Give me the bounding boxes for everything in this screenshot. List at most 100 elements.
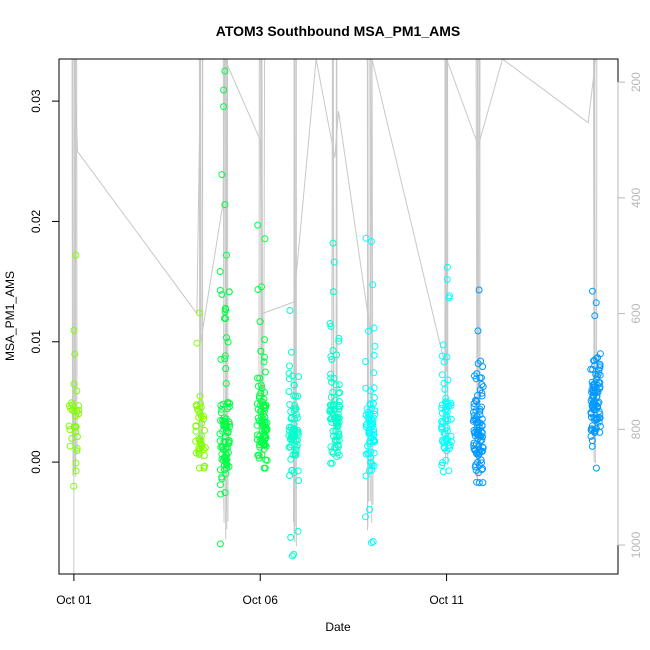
data-point [478,436,486,444]
data-point [262,442,270,450]
data-point [367,238,375,245]
data-point [253,421,261,429]
data-point [222,433,229,441]
data-point [475,286,483,294]
data-point [473,370,481,378]
data-point [216,481,224,489]
data-point [221,466,228,474]
data-point [369,417,377,425]
data-point [362,472,370,480]
data-point [369,281,377,289]
data-point [364,442,371,450]
data-point [198,432,205,440]
data-point [439,459,446,467]
data-point [286,401,294,408]
data-point [221,308,229,316]
data-point [366,438,374,445]
data-point [475,479,483,487]
x-axis: Oct 01 Oct 06 Oct 11 [56,573,464,607]
data-point [443,437,451,445]
data-point [362,421,370,429]
data-point [256,318,264,326]
x-tick-label: Oct 06 [243,593,279,607]
data-point [591,312,599,320]
data-points-layer [65,67,604,560]
data-point [73,447,81,455]
data-point [330,258,338,266]
data-point [335,398,343,405]
data-point [291,401,299,409]
data-point [294,431,302,439]
data-point [287,455,295,463]
data-point [224,449,232,457]
data-point [442,405,450,413]
data-point [66,426,74,434]
data-point [225,288,233,296]
data-point [475,462,483,470]
data-point [589,287,596,295]
data-point [478,392,486,400]
data-point [336,389,344,397]
data-point [286,307,294,314]
data-point [218,450,226,458]
data-point [441,385,449,393]
data-point [217,409,225,417]
data-point [199,412,207,420]
data-point [225,439,233,447]
data-point [216,430,224,438]
data-point [327,323,335,330]
data-point [438,371,446,379]
data-point [196,392,204,400]
data-point [472,440,480,448]
data-point [256,401,264,409]
data-point [371,410,379,418]
data-point [216,437,224,445]
data-point [593,393,601,401]
data-point [333,453,341,461]
plot-frame [58,58,619,575]
data-point [220,86,228,94]
data-point [261,432,269,440]
data-point [370,324,378,332]
right-tick-label: 600 [629,303,643,323]
data-point [592,299,600,307]
data-point [336,403,344,411]
data-point [438,404,446,412]
data-point [294,527,302,535]
data-point [290,550,298,558]
data-point [442,456,450,464]
data-point [362,513,369,521]
data-point [476,419,484,427]
data-point [329,346,337,354]
data-point [72,467,80,475]
data-point [445,467,453,475]
right-tick-label: 1000 [629,531,643,558]
data-point [365,450,373,458]
data-point [438,418,446,425]
data-point [331,414,339,422]
data-point [590,357,598,365]
data-point [479,479,487,487]
data-point [332,444,340,452]
data-point [222,470,230,478]
data-point [225,418,233,426]
data-point [590,387,598,395]
data-point [438,352,446,360]
data-point [591,416,599,424]
data-point [69,401,76,409]
data-point [328,448,336,456]
data-point [261,407,269,415]
data-point [473,449,481,457]
data-point [257,381,265,389]
data-point [596,362,604,370]
data-point [368,539,375,547]
data-point [223,405,231,413]
data-point [72,428,80,436]
data-point [369,400,377,408]
data-point [595,418,603,426]
data-point [447,415,455,423]
data-point [328,356,336,363]
data-point [369,422,377,430]
data-point [192,427,200,435]
data-point [590,380,598,388]
